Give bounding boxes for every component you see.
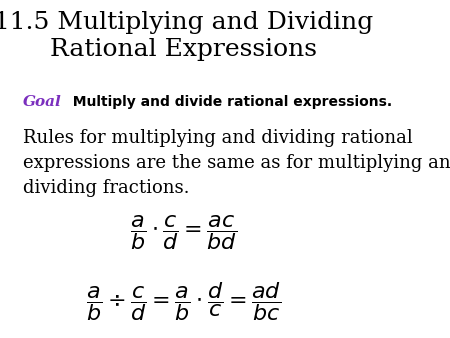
Text: 11.5 Multiplying and Dividing
Rational Expressions: 11.5 Multiplying and Dividing Rational E… bbox=[0, 11, 374, 61]
Text: Multiply and divide rational expressions.: Multiply and divide rational expressions… bbox=[63, 95, 392, 109]
Text: Goal: Goal bbox=[23, 95, 62, 109]
Text: $\dfrac{a}{b} \cdot \dfrac{c}{d} = \dfrac{ac}{bd}$: $\dfrac{a}{b} \cdot \dfrac{c}{d} = \dfra… bbox=[130, 213, 238, 251]
Text: $\dfrac{a}{b} \div \dfrac{c}{d} = \dfrac{a}{b} \cdot \dfrac{d}{c} = \dfrac{ad}{b: $\dfrac{a}{b} \div \dfrac{c}{d} = \dfrac… bbox=[86, 280, 282, 322]
Text: Rules for multiplying and dividing rational
expressions are the same as for mult: Rules for multiplying and dividing ratio… bbox=[23, 129, 450, 197]
